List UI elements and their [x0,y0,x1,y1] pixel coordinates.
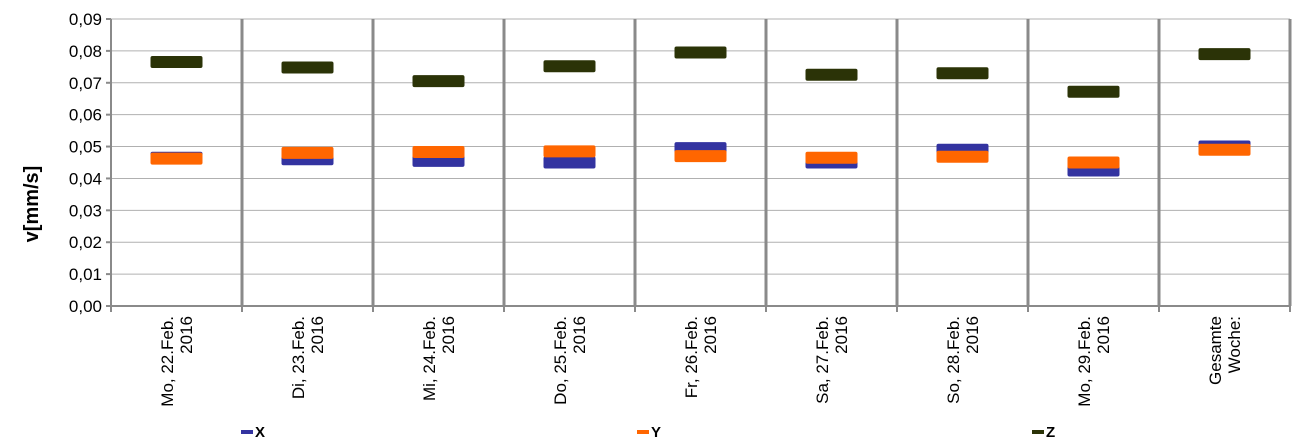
x-category-label: Di, 23.Feb. 2016 [289,316,327,399]
x-category-label-line: So, 28.Feb. [944,316,963,404]
y-tick-label: 0,03 [69,201,102,220]
chart-marks [150,46,1251,177]
y-tick-label: 0,02 [69,233,102,252]
legend-swatch-z [1032,430,1044,434]
y-tick-label: 0,08 [69,42,102,61]
legend-label-y: Y [651,424,661,441]
series-z-mark [805,68,858,81]
axes [106,18,1291,312]
series-y-mark [1198,143,1251,156]
legend-swatch-y [637,430,649,434]
x-category-label: Gesamte Woche: [1206,316,1244,385]
series-y-mark [150,152,203,165]
x-category-label-line: Sa, 27.Feb. [813,316,832,404]
x-category-label-line: 2016 [1094,316,1113,354]
series-y-mark [674,150,727,163]
y-axis-label: v[mm/s] [21,166,43,243]
x-category-label-line: 2016 [439,316,458,354]
x-category-label-line: 2016 [701,316,720,354]
y-tick-label: 0,00 [69,297,102,316]
x-category-labels: Mo, 22.Feb. 2016 Di, 23.Feb. 2016 Mi, 24.Feb… [158,316,1244,407]
series-y-mark [936,150,989,163]
series-y-mark [1067,156,1120,169]
y-tick-label: 0,06 [69,106,102,125]
legend: X Y Z [241,424,1055,441]
x-category-label-line: Woche: [1225,316,1244,373]
x-category-label-line: 2016 [308,316,327,354]
series-y-mark [412,145,465,158]
y-tick-label: 0,07 [69,74,102,93]
x-category-label: Do, 25.Feb. 2016 [551,316,589,405]
series-y-mark [543,145,596,158]
x-category-label-line: Di, 23.Feb. [289,316,308,399]
x-category-label: Mi, 24.Feb. 2016 [420,316,458,401]
x-category-label-line: Mi, 24.Feb. [420,316,439,401]
category-separators [240,19,1292,306]
x-category-label: Sa, 27.Feb. 2016 [813,316,851,404]
y-tick-label: 0,09 [69,10,102,29]
x-category-label-line: Fr, 26.Feb. [682,316,701,398]
series-z-mark [150,56,203,69]
series-z-mark [412,75,465,88]
x-category-label-line: Mo, 22.Feb. [158,316,177,407]
y-tick-label: 0,05 [69,138,102,157]
series-z-mark [936,67,989,80]
x-category-label-line: 2016 [177,316,196,354]
x-category-label-line: Gesamte [1206,316,1225,385]
x-category-label: Mo, 22.Feb. 2016 [158,316,196,407]
series-y-mark [281,146,334,159]
series-z-mark [281,61,334,74]
series-z-mark [1067,85,1120,98]
series-z-mark [543,60,596,73]
y-tick-label: 0,04 [69,169,102,188]
series-z-mark [674,46,727,59]
x-category-label: Fr, 26.Feb. 2016 [682,316,720,398]
x-category-label-line: Mo, 29.Feb. [1075,316,1094,407]
series-y-mark [805,151,858,164]
legend-label-z: Z [1046,424,1055,441]
y-tick-labels: 0,00 0,01 0,02 0,03 0,04 0,05 0,06 0,07 0,08 0,09 [69,10,102,316]
y-tick-label: 0,01 [69,265,102,284]
legend-label-x: X [255,424,265,441]
x-category-label-line: Do, 25.Feb. [551,316,570,405]
x-category-label-line: 2016 [570,316,589,354]
series-z-mark [1198,48,1251,61]
series-x-mark [543,156,596,169]
x-category-label: So, 28.Feb. 2016 [944,316,982,404]
legend-swatch-x [241,430,253,434]
x-category-label-line: 2016 [832,316,851,354]
x-category-label-line: 2016 [963,316,982,354]
x-category-label: Mo, 29.Feb. 2016 [1075,316,1113,407]
